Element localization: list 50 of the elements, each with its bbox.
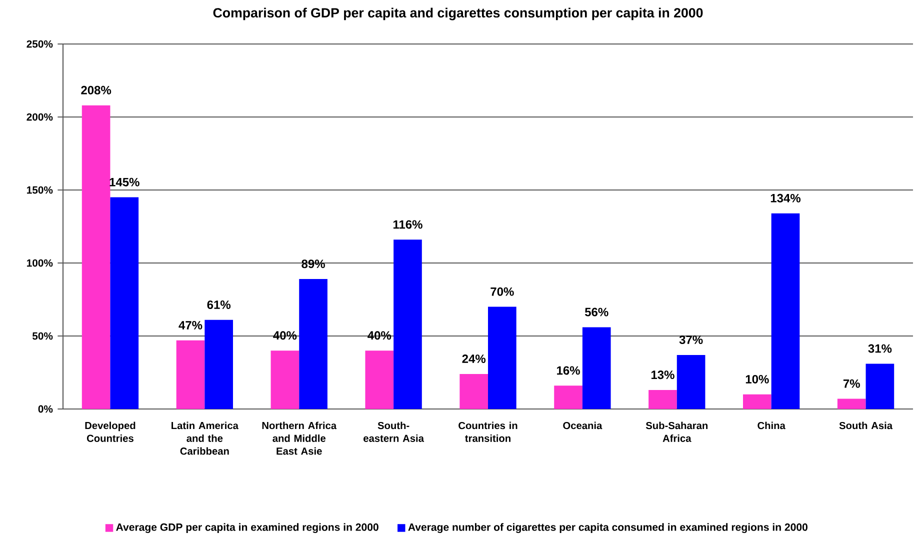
data-label: 70% (490, 287, 514, 296)
data-label: 134% (770, 194, 801, 202)
data-label: 31% (868, 344, 892, 353)
bar (204, 320, 233, 409)
y-tick-label: 250% (26, 40, 53, 48)
bar (582, 327, 611, 409)
x-tick-label: South-eastern Asia (364, 422, 424, 442)
data-label: 116% (393, 220, 422, 229)
chart-title: Comparison of GDP per capita and cigarettes consumption per capita in 2000 (213, 8, 703, 20)
x-tick-label: South Asia (839, 422, 893, 430)
data-label: 16% (557, 366, 580, 375)
data-label: 47% (178, 321, 202, 330)
y-tick-label: 0% (38, 405, 53, 413)
bar (176, 340, 205, 409)
x-tick-label: Countries in transition (458, 422, 518, 442)
legend-label: Average number of cigarettes per capita consumed in examined regions in 2000 (408, 523, 808, 534)
data-label: 61% (207, 300, 231, 310)
data-label: 24% (462, 354, 486, 364)
bar (771, 213, 800, 409)
data-label: 10% (746, 374, 769, 384)
x-tick-label: Developed Countries (85, 422, 136, 442)
bar (648, 390, 677, 409)
data-label: 7% (843, 379, 860, 388)
x-tick-label: Oceania (563, 422, 602, 430)
x-tick-label: China (758, 422, 786, 430)
bar (676, 354, 706, 409)
data-label: 56% (584, 308, 608, 316)
y-tick-label: 150% (27, 186, 53, 194)
bar (837, 398, 866, 409)
y-tick-label: 50% (32, 332, 53, 340)
bar (270, 350, 300, 409)
data-label: 37% (679, 336, 703, 344)
x-tick-label: Latin America and the Caribbean (172, 422, 239, 455)
data-label: 13% (651, 370, 674, 380)
data-label: 208% (81, 86, 112, 94)
bar (742, 394, 772, 409)
bar (488, 306, 516, 409)
y-tick-label: 100% (27, 259, 53, 267)
x-tick-label: Sub-Saharan Africa (646, 422, 708, 442)
bar (554, 386, 582, 409)
legend-label: Average GDP per capita in examined regions in 2000 (116, 523, 378, 534)
x-tick-label: Northern Africa and Middle East Asie (262, 422, 337, 455)
bar (110, 197, 139, 409)
bar (365, 350, 394, 409)
bar (394, 240, 422, 409)
bar (866, 364, 894, 409)
y-tick-label: 200% (26, 113, 53, 121)
bar (460, 374, 488, 409)
bar (82, 105, 110, 409)
bar (299, 279, 328, 409)
